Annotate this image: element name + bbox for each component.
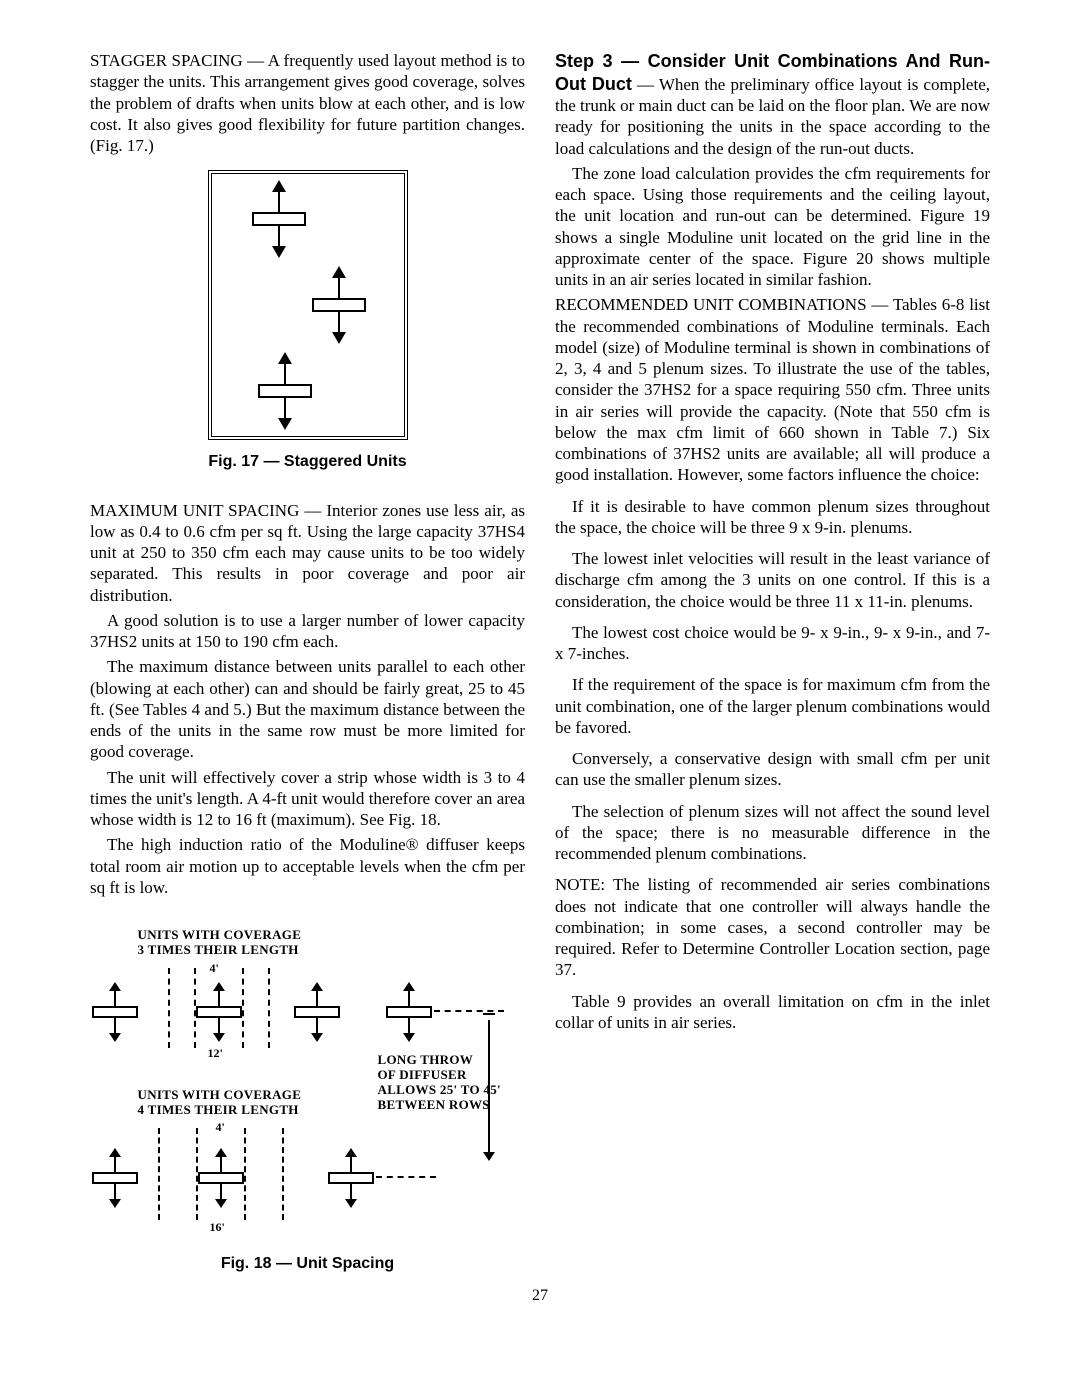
conservative-para: Conversely, a conservative design with s…	[555, 748, 990, 791]
lowest-inlet-para: The lowest inlet velocities will result …	[555, 548, 990, 612]
figure-17-drawing	[208, 170, 408, 440]
induction-ratio-para: The high induction ratio of the Moduline…	[90, 834, 525, 898]
strip-width-para: The unit will effectively cover a strip …	[90, 767, 525, 831]
recommended-combinations-para: RECOMMENDED UNIT COMBINATIONS — Tables 6…	[555, 294, 990, 485]
fig18-dim-12ft: 12'	[208, 1046, 223, 1061]
max-cfm-para: If the requirement of the space is for m…	[555, 674, 990, 738]
fig18-dim-4ft-top: 4'	[210, 961, 219, 976]
right-column: Step 3 — Consider Unit Combinations And …	[555, 50, 990, 1274]
max-distance-para: The maximum distance between units paral…	[90, 656, 525, 762]
max-unit-spacing-para: MAXIMUM UNIT SPACING — Interior zones us…	[90, 500, 525, 606]
common-plenum-para: If it is desirable to have common plenum…	[555, 496, 990, 539]
figure-18-caption: Fig. 18 — Unit Spacing	[90, 1254, 525, 1274]
page-number: 27	[90, 1286, 990, 1306]
table9-para: Table 9 provides an overall limitation o…	[555, 991, 990, 1034]
figure-18-drawing: UNITS WITH COVERAGE 3 TIMES THEIR LENGTH…	[98, 928, 518, 1248]
fig18-label-long-throw: LONG THROW OF DIFFUSER ALLOWS 25' TO 45'…	[378, 1053, 501, 1113]
good-solution-para: A good solution is to use a larger numbe…	[90, 610, 525, 653]
fig18-dim-4ft-bottom: 4'	[216, 1120, 225, 1135]
figure-17: Fig. 17 — Staggered Units	[90, 170, 525, 471]
stagger-spacing-para: STAGGER SPACING — A frequently used layo…	[90, 50, 525, 156]
lowest-cost-para: The lowest cost choice would be 9- x 9-i…	[555, 622, 990, 665]
figure-17-caption: Fig. 17 — Staggered Units	[90, 452, 525, 472]
left-column: STAGGER SPACING — A frequently used layo…	[90, 50, 525, 1274]
sound-level-para: The selection of plenum sizes will not a…	[555, 801, 990, 865]
fig18-dim-16ft: 16'	[210, 1220, 225, 1235]
zone-load-para: The zone load calculation provides the c…	[555, 163, 990, 291]
fig18-label-coverage-4x: UNITS WITH COVERAGE 4 TIMES THEIR LENGTH	[138, 1088, 302, 1118]
note-para: NOTE: The listing of recommended air ser…	[555, 874, 990, 980]
figure-18: UNITS WITH COVERAGE 3 TIMES THEIR LENGTH…	[90, 928, 525, 1274]
step3-heading-para: Step 3 — Consider Unit Combinations And …	[555, 50, 990, 159]
fig18-label-coverage-3x: UNITS WITH COVERAGE 3 TIMES THEIR LENGTH	[138, 928, 302, 958]
